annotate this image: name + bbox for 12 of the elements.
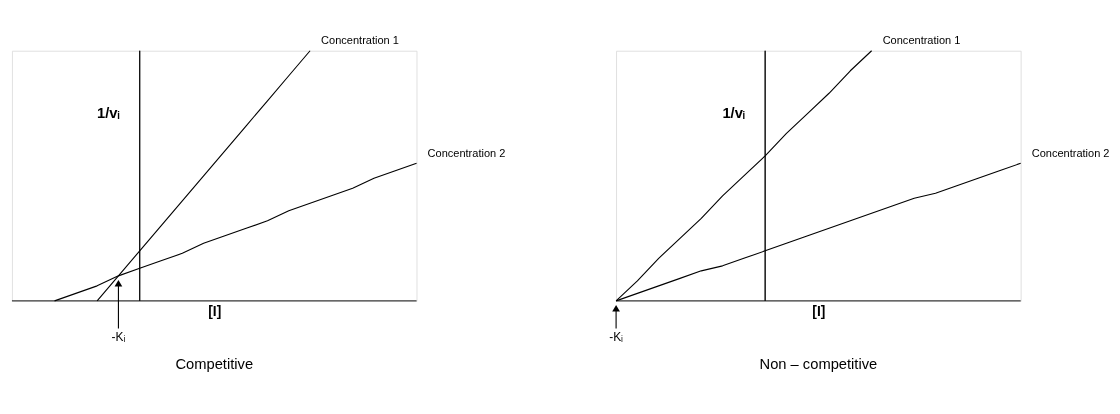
series-label: Concentration 1 [882,34,961,47]
text: Competitive [175,355,254,372]
y-axis-title: 1/vᵢ [96,104,120,121]
text: -Kᵢ [111,330,126,345]
text: -Kᵢ [609,330,624,345]
series-label: Concentration 1 [321,34,399,47]
y-axis-title: 1/vᵢ [722,104,745,121]
text: Non – competitive [759,355,878,372]
series-label: Concentration 2 [1031,146,1110,159]
x-axis-title: [I] [812,304,826,320]
series-label: Concentration 2 [427,146,506,159]
x-axis-title: [I] [208,304,222,320]
